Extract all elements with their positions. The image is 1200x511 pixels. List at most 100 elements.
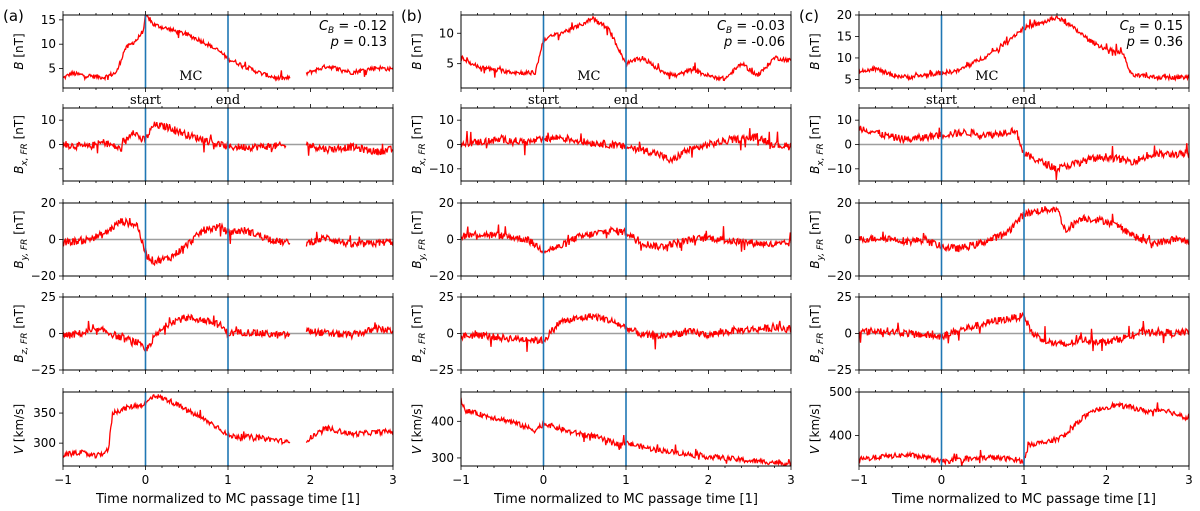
y-tick-label: 10 [837, 113, 852, 127]
y-axis-unit: [nT] [12, 33, 26, 61]
y-tick-label: 10 [41, 113, 56, 127]
data-series [305, 231, 393, 249]
y-tick-label: 400 [431, 414, 454, 428]
y-axis-variable: B [12, 354, 26, 362]
data-series [63, 121, 287, 154]
panel-a-By: −20 0 20 By, FR [nT] [12, 196, 394, 283]
p-value: = -0.06 [732, 35, 785, 50]
y-axis-subscript: x, FR [418, 143, 428, 166]
y-axis-label: V [km/s] [12, 404, 26, 454]
y-tick-label: 0 [844, 138, 852, 152]
y-axis-variable: B [12, 166, 26, 174]
y-tick-label: 20 [439, 196, 454, 210]
cb-symbol: C [717, 19, 727, 34]
y-tick-label: 5 [48, 62, 56, 76]
x-tick-label: 3 [787, 473, 795, 487]
y-axis-unit: [nT] [12, 304, 26, 332]
p-annotation: p = 0.36 [1126, 35, 1183, 50]
panel-a-V: −1 0 1 2 3 300 350 V [km/s] [12, 388, 397, 487]
p-value: = 0.13 [339, 35, 387, 50]
y-axis-label: Bx, FR [nT] [808, 115, 826, 174]
y-axis-variable: V [410, 445, 424, 454]
y-tick-label: 25 [41, 290, 56, 304]
start-label: start [926, 93, 958, 108]
y-tick-label: 0 [446, 327, 454, 341]
y-axis-variable: B [808, 260, 822, 268]
y-axis-unit: [nT] [808, 33, 822, 61]
x-tick-label: 0 [540, 473, 548, 487]
y-axis-variable: B [808, 61, 822, 69]
panel-label: (c) [799, 7, 819, 25]
y-axis-variable: B [12, 61, 26, 69]
p-annotation: p = -0.06 [723, 35, 785, 50]
x-tick-label: 3 [389, 473, 397, 487]
cb-value: = -0.03 [732, 19, 785, 34]
x-tick-label: −1 [54, 473, 72, 487]
p-value: = 0.36 [1135, 35, 1183, 50]
y-tick-label: 0 [844, 233, 852, 247]
y-axis-unit: [nT] [808, 115, 822, 143]
data-series [63, 15, 291, 82]
y-axis-unit: [nT] [12, 115, 26, 143]
y-axis-label: B [nT] [808, 33, 822, 69]
y-axis-subscript: y, FR [816, 239, 826, 262]
x-tick-label: 2 [705, 473, 713, 487]
y-axis-variable: B [808, 166, 822, 174]
y-axis-label: Bx, FR [nT] [12, 115, 30, 174]
mc-label: MC [577, 69, 600, 84]
y-axis-variable: B [12, 260, 26, 268]
mc-label: MC [179, 69, 202, 84]
x-tick-label: 0 [938, 473, 946, 487]
y-tick-label: −20 [827, 269, 852, 283]
y-tick-label: 10 [439, 26, 454, 40]
y-tick-label: 350 [33, 406, 56, 420]
cb-symbol: C [1120, 19, 1130, 34]
panel-a-Bz: −25 0 25 Bz, FR [nT] [12, 290, 394, 377]
x-axis-label: Time normalized to MC passage time [1] [891, 492, 1156, 507]
y-axis-unit: [km/s] [12, 404, 26, 446]
y-tick-label: 400 [829, 429, 852, 443]
y-axis-subscript: z, FR [816, 333, 826, 356]
y-axis-label: Bz, FR [nT] [808, 304, 826, 362]
y-tick-label: 0 [48, 327, 56, 341]
y-tick-label: 10 [439, 113, 454, 127]
y-tick-label: −10 [827, 162, 852, 176]
data-series [63, 313, 291, 352]
p-symbol: p [723, 35, 732, 50]
panel-label: (a) [3, 7, 24, 25]
x-tick-label: 1 [224, 473, 232, 487]
y-axis-label: By, FR [nT] [410, 210, 428, 268]
mc-label: MC [975, 69, 998, 84]
data-series [63, 216, 291, 267]
data-series [305, 141, 393, 156]
panel-a-Bx: 0 10 Bx, FR [nT] [12, 104, 394, 185]
y-axis-unit: [nT] [410, 304, 424, 332]
y-axis-label: B [nT] [12, 33, 26, 69]
y-axis-variable: V [12, 445, 26, 454]
y-axis-unit: [nT] [808, 210, 822, 238]
panel-b-By: −20 0 20 By, FR [nT] [410, 196, 792, 283]
y-tick-label: −25 [827, 363, 852, 377]
cb-symbol: C [319, 19, 329, 34]
y-axis-label: V [km/s] [410, 404, 424, 454]
p-symbol: p [330, 35, 339, 50]
data-series [305, 63, 393, 77]
y-axis-label: Bz, FR [nT] [12, 304, 30, 362]
y-axis-label: Bx, FR [nT] [410, 115, 428, 174]
y-axis-subscript: x, FR [20, 143, 30, 166]
y-tick-label: 10 [41, 37, 56, 51]
y-tick-label: 20 [837, 196, 852, 210]
y-tick-label: 300 [33, 436, 56, 450]
cb-annotation: CB = -0.12 [319, 19, 387, 36]
x-axis-label: Time normalized to MC passage time [1] [493, 492, 758, 507]
y-axis-variable: B [410, 260, 424, 268]
end-label: end [1012, 93, 1036, 108]
y-axis-variable: V [808, 445, 822, 454]
y-axis-variable: B [410, 61, 424, 69]
y-axis-unit: [nT] [808, 304, 822, 332]
y-axis-subscript: y, FR [418, 239, 428, 262]
start-label: start [130, 93, 162, 108]
cb-subscript: B [1129, 26, 1135, 36]
